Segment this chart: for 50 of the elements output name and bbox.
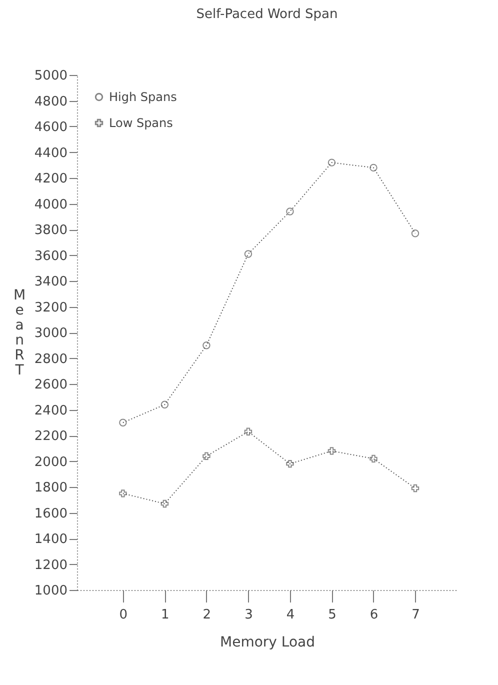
y-tick-label: 4800 [34, 94, 68, 110]
y-tick-label: 2800 [34, 352, 68, 367]
point [411, 484, 420, 492]
point [328, 447, 336, 455]
y-tick-label: 5000 [34, 68, 68, 84]
y-tick-label: 3400 [34, 274, 68, 290]
x-tick-label: 4 [286, 608, 295, 622]
y-tick-label: 2600 [34, 378, 68, 392]
point [119, 490, 127, 498]
point [244, 428, 252, 436]
point [370, 164, 378, 172]
y-tick-label: 2400 [34, 403, 68, 418]
y-tick-label: 4600 [34, 120, 68, 135]
y-tick-label: 3800 [34, 223, 68, 238]
point [286, 460, 294, 468]
point [411, 230, 420, 238]
x-tick-label: 1 [161, 608, 170, 622]
x-tick-label: 3 [244, 608, 253, 622]
y-tick-label: 4000 [34, 197, 68, 212]
y-tick-label: 1600 [34, 506, 68, 522]
y-tick-label: 2000 [34, 454, 68, 470]
point [244, 250, 252, 258]
y-tick-label: 2200 [34, 429, 68, 444]
chart-title: Self-Paced Word Span [196, 7, 338, 22]
x-tick-label: 7 [412, 608, 420, 622]
legend-label: Low Spans [109, 116, 173, 130]
x-axis-title: Memory Load [220, 634, 315, 650]
y-tick-label: 4200 [34, 172, 68, 186]
y-tick-label: 3200 [34, 300, 68, 316]
y-tick-label: 1800 [34, 480, 68, 496]
y-tick-label: 4400 [34, 146, 68, 161]
point [370, 454, 378, 463]
y-tick-label: 1000 [34, 584, 68, 598]
y-tick-label: 3600 [34, 248, 68, 264]
y-axis-title: Mean RT [13, 288, 26, 378]
y-tick-label: 3000 [34, 326, 68, 341]
point [119, 418, 127, 426]
x-tick-label: 0 [119, 608, 128, 622]
point [202, 452, 210, 460]
point [202, 342, 210, 350]
point [160, 500, 169, 508]
y-tick-label: 1400 [34, 532, 68, 547]
x-tick-label: 2 [202, 608, 212, 622]
y-tick-label: 1200 [34, 558, 68, 573]
point [286, 208, 294, 216]
point [160, 400, 169, 408]
x-tick-label: 6 [370, 608, 378, 622]
legend-label: High Spans [109, 90, 177, 104]
point [328, 158, 336, 166]
x-tick-label: 5 [328, 608, 336, 622]
